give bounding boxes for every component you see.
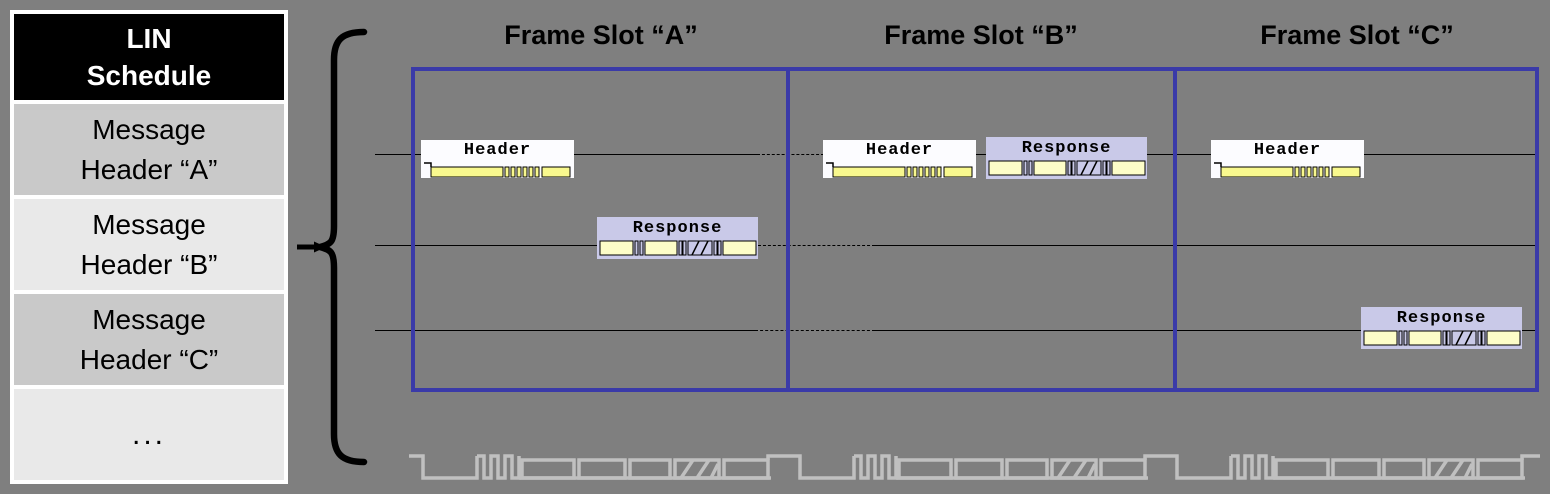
frame-slot-divider-bc xyxy=(1173,67,1177,392)
table-header: LIN Schedule xyxy=(14,14,284,100)
curly-brace xyxy=(297,28,368,466)
signal-line-3-solid-left xyxy=(375,330,755,331)
header-block-a: Header xyxy=(421,140,574,178)
response-waveform xyxy=(987,160,1146,176)
table-title-line1: LIN xyxy=(126,23,172,54)
signal-line-1-dashed xyxy=(757,154,824,155)
signal-line-3-solid-right xyxy=(875,330,1537,331)
frame-slot-divider-ab xyxy=(786,67,790,392)
frame-slot-title-b: Frame Slot “B” xyxy=(884,20,1078,50)
signal-line-2-solid-left xyxy=(375,245,758,246)
header-waveform xyxy=(423,162,571,178)
signal-line-2-solid-right xyxy=(875,245,1537,246)
header-label: Header xyxy=(463,141,532,160)
table-row-message-header-c: Message Header “C” xyxy=(14,294,284,385)
bus-waveform xyxy=(409,454,1540,480)
response-label: Response xyxy=(1021,139,1112,158)
header-block-c: Header xyxy=(1211,140,1364,178)
header-waveform xyxy=(825,162,973,178)
table-row-ellipsis: ... xyxy=(14,389,284,480)
response-waveform xyxy=(598,240,757,256)
frame-slot-box xyxy=(411,67,1539,392)
table-title-line2: Schedule xyxy=(86,60,212,91)
brace-connector-arrow xyxy=(314,241,326,253)
response-block-c: Response xyxy=(1361,307,1522,349)
signal-line-2-dashed xyxy=(758,245,875,246)
response-label: Response xyxy=(632,219,723,238)
response-block-b: Response xyxy=(986,137,1147,179)
lin-schedule-table: LIN Schedule Message Header “A” Message … xyxy=(10,10,288,484)
signal-line-1-solid-right xyxy=(824,154,1537,155)
header-waveform xyxy=(1213,162,1361,178)
response-label: Response xyxy=(1396,309,1487,328)
frame-slot-title-a: Frame Slot “A” xyxy=(504,20,698,50)
header-block-b: Header xyxy=(823,140,976,178)
header-label: Header xyxy=(865,141,934,160)
response-block-a: Response xyxy=(597,217,758,259)
header-label: Header xyxy=(1253,141,1322,160)
response-waveform xyxy=(1362,330,1521,346)
signal-line-3-dashed xyxy=(755,330,875,331)
frame-slot-title-c: Frame Slot “C” xyxy=(1260,20,1454,50)
table-row-message-header-a: Message Header “A” xyxy=(14,104,284,195)
table-row-message-header-b: Message Header “B” xyxy=(14,199,284,290)
